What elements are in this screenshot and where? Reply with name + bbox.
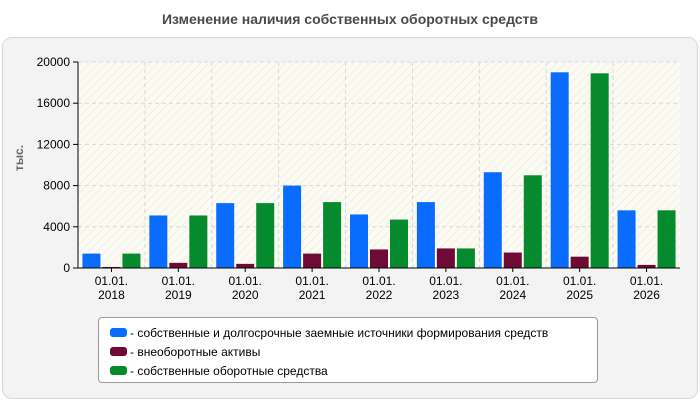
bar-series-1-cat-1 [169, 262, 188, 268]
x-tick-label: 01.01. 2022 [362, 274, 395, 302]
plot-area [78, 62, 680, 268]
bar-series-2-cat-1 [189, 215, 208, 268]
bar-series-2-cat-0 [122, 253, 141, 268]
bar-series-0-cat-2 [216, 203, 235, 268]
y-tick-label: 12000 [37, 137, 71, 151]
x-tick-label: 01.01. 2025 [563, 274, 596, 302]
bar-series-2-cat-3 [323, 202, 342, 268]
x-tick-label: 01.01. 2019 [162, 274, 195, 302]
bar-series-2-cat-8 [657, 210, 676, 268]
bar-series-2-cat-2 [256, 203, 275, 268]
legend-item-noncurrent-assets: - внеоборотные активы [110, 342, 597, 361]
bar-series-0-cat-8 [617, 210, 636, 268]
x-tick-label: 01.01. 2020 [229, 274, 262, 302]
bar-series-0-cat-6 [483, 172, 502, 268]
bar-series-0-cat-3 [283, 185, 302, 268]
legend-swatch-working-capital [110, 366, 127, 375]
x-tick-label: 01.01. 2021 [295, 274, 328, 302]
x-tick-label: 01.01. 2024 [496, 274, 529, 302]
bar-series-1-cat-3 [303, 253, 322, 268]
bar-series-0-cat-1 [149, 215, 168, 268]
bar-series-2-cat-7 [590, 73, 609, 268]
bar-series-1-cat-5 [436, 248, 455, 268]
x-tick-label: 01.01. 2026 [630, 274, 663, 302]
y-tick-label: 0 [63, 261, 70, 275]
bar-series-2-cat-4 [390, 219, 408, 268]
x-tick-label-line: 01.01. [162, 274, 195, 288]
x-tick-label-line: 2022 [366, 288, 393, 302]
x-tick-label-line: 2020 [232, 288, 259, 302]
legend: - собственные и долгосрочные заемные ист… [98, 317, 598, 383]
bar-series-1-cat-2 [236, 263, 255, 268]
x-tick-label-line: 2024 [499, 288, 526, 302]
bar-series-1-cat-0 [102, 266, 121, 268]
y-tick-label: 4000 [43, 220, 70, 234]
bar-series-0-cat-7 [550, 72, 569, 268]
legend-label-noncurrent-assets: - внеоборотные активы [130, 344, 261, 359]
x-tick-label-line: 2025 [566, 288, 593, 302]
bar-series-1-cat-8 [637, 264, 656, 268]
bar-series-2-cat-5 [456, 248, 475, 268]
legend-item-sources: - собственные и долгосрочные заемные ист… [110, 323, 597, 342]
legend-swatch-sources [110, 328, 127, 337]
legend-label-working-capital: - собственные оборотные средства [130, 363, 328, 378]
bar-series-0-cat-5 [416, 202, 435, 268]
x-tick-label-line: 2026 [633, 288, 660, 302]
bar-series-1-cat-6 [503, 252, 522, 268]
legend-swatch-noncurrent-assets [110, 347, 127, 356]
x-tick-label: 01.01. 2018 [95, 274, 128, 302]
x-tick-label-line: 2021 [299, 288, 326, 302]
bar-series-1-cat-4 [370, 249, 388, 268]
x-tick-label-line: 01.01. [362, 274, 395, 288]
x-tick-label-line: 01.01. [496, 274, 529, 288]
chart-title: Изменение наличия собственных оборотных … [161, 11, 539, 27]
bar-series-0-cat-4 [350, 214, 368, 268]
x-tick-label-line: 2023 [433, 288, 460, 302]
x-tick-label-line: 01.01. [95, 274, 128, 288]
x-tick-label-line: 01.01. [295, 274, 328, 288]
x-tick-label-line: 2018 [98, 288, 125, 302]
bar-series-2-cat-6 [523, 175, 542, 268]
x-tick-label-line: 01.01. [429, 274, 462, 288]
y-tick-label: 8000 [43, 179, 70, 193]
x-tick-label-line: 01.01. [229, 274, 262, 288]
legend-label-sources: - собственные и долгосрочные заемные ист… [130, 325, 549, 340]
x-tick-label: 01.01. 2023 [429, 274, 462, 302]
bar-series-0-cat-0 [82, 253, 101, 268]
x-tick-label-line: 2019 [165, 288, 192, 302]
x-tick-label-line: 01.01. [563, 274, 596, 288]
legend-item-working-capital: - собственные оборотные средства [110, 361, 597, 380]
y-axis-label: тыс. [12, 145, 26, 171]
bar-series-1-cat-7 [570, 256, 589, 268]
y-tick-label: 20000 [37, 55, 71, 69]
y-tick-label: 16000 [37, 96, 71, 110]
x-tick-label-line: 01.01. [630, 274, 663, 288]
